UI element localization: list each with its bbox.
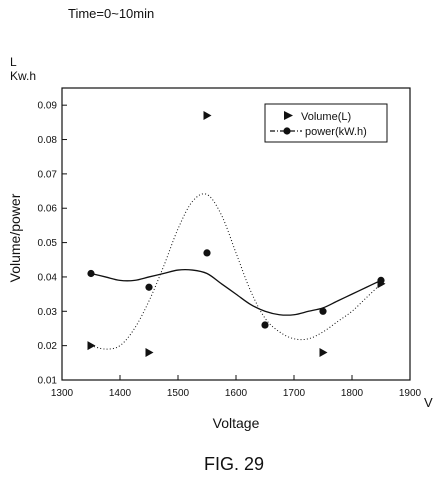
fit-curves	[90, 193, 382, 350]
volume-data-point	[87, 341, 96, 351]
x-tick-label: 1500	[167, 388, 190, 399]
power-data-point	[145, 283, 153, 291]
y-tick-label: 0.01	[38, 376, 58, 387]
x-tick-label: 1600	[225, 388, 248, 399]
power-data-point	[261, 321, 269, 329]
x-tick-label: 1800	[341, 388, 364, 399]
axis-ticks: 1300 1400 1500 1600 1700 1800 1900 0.01 0.02 0.03…	[38, 101, 422, 399]
power-data-point	[377, 276, 385, 284]
legend-label-volume: Volume(L)	[301, 111, 351, 123]
y-tick-label: 0.08	[38, 135, 58, 146]
x-axis-unit: V	[424, 395, 433, 410]
legend-label-power: power(kW.h)	[305, 126, 367, 138]
power-data-point	[87, 269, 95, 278]
data-markers	[87, 110, 386, 358]
legend-triangle-marker-icon	[284, 111, 293, 120]
y-tick-label: 0.05	[38, 238, 58, 249]
y-tick-label: 0.06	[38, 204, 58, 215]
power-fit-curve	[90, 268, 382, 316]
y-unit-label-energy: Kw.h	[10, 69, 36, 83]
y-axis-label: Volume/power	[7, 193, 23, 282]
power-data-point	[319, 307, 327, 315]
y-tick-label: 0.03	[38, 307, 58, 318]
time-label: Time=0~10min	[68, 6, 154, 21]
y-unit-label-volume: L	[10, 55, 17, 69]
legend-box	[264, 103, 388, 143]
x-tick-label: 1400	[109, 388, 132, 399]
x-tick-label: 1900	[399, 388, 422, 399]
x-tick-label: 1700	[283, 388, 306, 399]
y-tick-label: 0.07	[38, 169, 58, 180]
figure-caption: FIG. 29	[204, 454, 264, 474]
volume-data-point	[145, 348, 154, 358]
x-tick-label: 1300	[51, 388, 74, 399]
y-tick-label: 0.09	[38, 101, 58, 112]
power-data-point	[203, 249, 211, 257]
legend-circle-marker-icon	[283, 127, 291, 135]
volume-fit-curve	[90, 193, 382, 350]
volume-data-point	[319, 348, 328, 358]
x-axis-label: Voltage	[213, 415, 260, 431]
volume-data-point	[203, 110, 212, 120]
y-tick-label: 0.02	[38, 341, 58, 352]
plot-area: 1300 1400 1500 1600 1700 1800 1900 0.01 0.02 0.03…	[38, 87, 422, 399]
y-tick-label: 0.04	[38, 272, 58, 283]
legend: Volume(L) power(kW.h)	[264, 103, 388, 143]
